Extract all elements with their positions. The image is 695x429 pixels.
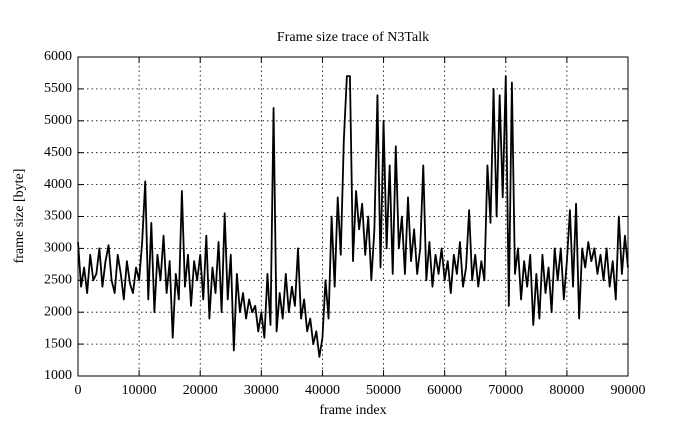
x-tick-label: 60000 xyxy=(427,383,462,398)
x-tick-label: 80000 xyxy=(549,383,584,398)
x-tick-label: 50000 xyxy=(366,383,401,398)
x-tick-label: 30000 xyxy=(244,383,279,398)
y-tick-label: 2000 xyxy=(44,304,72,319)
x-tick-label: 70000 xyxy=(488,383,523,398)
data-line xyxy=(77,75,629,358)
x-tick-label: 10000 xyxy=(122,383,157,398)
plot-frame xyxy=(77,56,629,377)
y-tick-label: 4000 xyxy=(44,177,72,192)
y-tick-label: 5500 xyxy=(44,81,72,96)
x-tick-label: 0 xyxy=(75,383,82,398)
y-tick-label: 6000 xyxy=(44,49,72,64)
y-tick-label: 5000 xyxy=(44,113,72,128)
x-axis-label: frame index xyxy=(319,403,386,418)
chart-title: Frame size trace of N3Talk xyxy=(277,30,429,45)
x-tick-label: 20000 xyxy=(183,383,218,398)
y-tick-label: 4500 xyxy=(44,145,72,160)
y-tick-label: 1500 xyxy=(44,336,72,351)
y-axis-label: frame size [byte] xyxy=(12,169,27,264)
y-tick-label: 2500 xyxy=(44,273,72,288)
y-tick-label: 1000 xyxy=(44,368,72,383)
y-tick-label: 3000 xyxy=(44,241,72,256)
y-tick-label: 3500 xyxy=(44,209,72,224)
x-tick-label: 90000 xyxy=(611,383,646,398)
x-tick-label: 40000 xyxy=(305,383,340,398)
